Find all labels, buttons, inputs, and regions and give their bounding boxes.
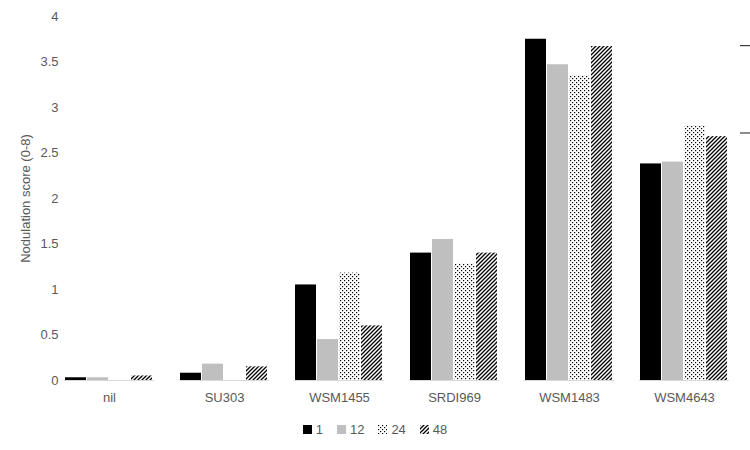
svg-text:1: 1 <box>51 282 58 297</box>
svg-text:2.5: 2.5 <box>40 145 58 160</box>
svg-text:0: 0 <box>51 373 58 388</box>
svg-text:4: 4 <box>51 9 58 24</box>
svg-text:2: 2 <box>51 191 58 206</box>
html-text:1: 1 <box>315 422 323 437</box>
svg-text:3: 3 <box>51 100 58 115</box>
svg-text:1.5: 1.5 <box>40 236 58 251</box>
svg-text:0.5: 0.5 <box>40 327 58 342</box>
html-text:12: 12 <box>349 422 365 437</box>
svg-text:nil: nil <box>103 390 116 405</box>
svg-text:WSM4643: WSM4643 <box>654 390 715 405</box>
svg-text:WSM1483: WSM1483 <box>539 390 600 405</box>
svg-text:SRDI969: SRDI969 <box>428 390 481 405</box>
html-text:24: 24 <box>391 422 406 437</box>
svg-text:3.5: 3.5 <box>40 54 58 69</box>
svg-text:SU303: SU303 <box>205 390 245 405</box>
svg-text:Nodulation score (0-8): Nodulation score (0-8) <box>18 134 33 263</box>
svg-text:WSM1455: WSM1455 <box>309 390 370 405</box>
html-text:48: 48 <box>432 422 448 437</box>
